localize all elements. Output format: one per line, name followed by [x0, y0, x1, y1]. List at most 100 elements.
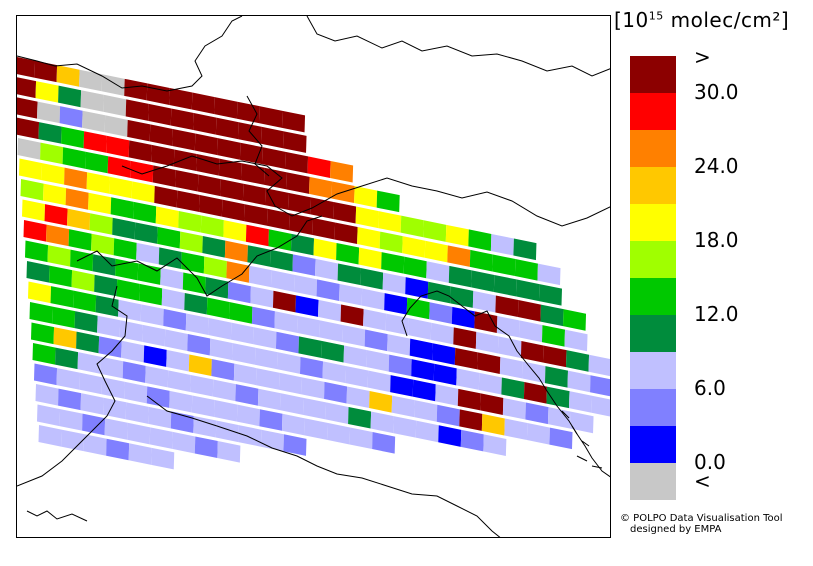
legend-tick-label: >: [694, 45, 711, 69]
swath-pixel: [348, 406, 372, 429]
swath-pixel: [85, 151, 109, 174]
swath-pixel: [191, 92, 215, 115]
legend-tick-label: 18.0: [694, 228, 739, 252]
swath-pixel: [567, 370, 591, 393]
swath-pixel: [360, 268, 384, 290]
swath-pixel: [161, 288, 185, 310]
swath-pixel: [113, 238, 137, 260]
swath-pixel: [543, 345, 567, 368]
swath-pixel: [472, 290, 496, 313]
swath-pixel: [238, 425, 262, 447]
legend-swatch: [630, 463, 676, 500]
swath-pixel: [480, 393, 504, 415]
swath-pixel: [460, 429, 484, 452]
swath-pixel: [409, 338, 433, 361]
swath-pixel: [89, 213, 113, 235]
swath-pixel: [266, 208, 290, 231]
swath-pixel: [334, 222, 358, 245]
swath-pixel: [290, 233, 315, 256]
swath-pixel: [175, 169, 199, 192]
swath-pixel: [35, 384, 59, 406]
swath-pixel: [163, 308, 187, 331]
swath-pixel: [94, 274, 118, 297]
swath-pixel: [364, 329, 388, 352]
swath-pixel: [100, 356, 124, 379]
swath-pixel: [408, 318, 432, 340]
swath-pixel: [333, 201, 357, 224]
swath-pixel: [447, 245, 471, 267]
swath-pixel: [451, 306, 475, 329]
swath-pixel: [400, 215, 424, 238]
swath-pixel: [238, 122, 262, 144]
swath-pixel: [363, 309, 387, 331]
swath-pixel: [382, 272, 406, 295]
swath-pixel: [281, 110, 306, 133]
swath-pixel: [92, 254, 116, 276]
swath-pixel: [546, 386, 570, 409]
swath-pixel: [236, 101, 260, 124]
swath-pixel: [259, 409, 283, 431]
swath-pixel: [98, 336, 122, 358]
swath-pixel: [501, 377, 525, 400]
swath-pixel: [167, 370, 191, 392]
swath-pixel: [182, 272, 206, 295]
swath-pixel: [33, 363, 58, 386]
swath-pixel: [445, 224, 469, 247]
swath-pixel: [80, 393, 104, 415]
swath-pixel: [391, 395, 415, 418]
swath-pixel: [77, 352, 101, 374]
swath-pixel: [125, 402, 149, 424]
swath-pixel: [37, 101, 61, 124]
swath-pixel: [370, 411, 394, 434]
swath-pixel: [256, 368, 280, 390]
swath-pixel: [47, 245, 71, 267]
swath-pixel: [43, 183, 67, 206]
swath-pixel: [286, 172, 310, 194]
legend-tick-label: 6.0: [694, 376, 726, 400]
swath-pixel: [217, 441, 241, 463]
swath-pixel: [402, 236, 426, 258]
swath-pixel: [107, 156, 131, 178]
legend-swatch: [630, 241, 676, 278]
border-line: [561, 410, 603, 469]
swath-pixel: [570, 411, 594, 434]
swath-pixel: [32, 343, 56, 365]
swath-pixel: [481, 413, 505, 436]
swath-pixel: [194, 133, 218, 156]
swath-pixel: [289, 213, 313, 235]
swath-pixel: [185, 313, 209, 336]
swath-pixel: [211, 359, 235, 381]
swath-pixel: [423, 220, 447, 242]
swath-pixel: [127, 119, 151, 142]
swath-pixel: [187, 333, 211, 356]
swath-pixel: [146, 83, 170, 105]
swath-pixel: [469, 249, 493, 272]
swath-pixel: [340, 304, 364, 327]
swath-pixel: [80, 90, 104, 112]
swath-pixel: [61, 126, 85, 149]
swath-pixel: [35, 81, 59, 103]
swath-pixel: [151, 144, 175, 167]
swath-pixel: [230, 322, 254, 345]
swath-pixel: [218, 158, 242, 181]
swath-pixel: [188, 354, 212, 377]
swath-pixel: [74, 311, 98, 333]
swath-pixel: [145, 365, 169, 388]
swath-pixel: [432, 343, 456, 365]
color-legend: [630, 56, 676, 500]
swath-pixel: [109, 176, 133, 199]
swath-pixel: [307, 156, 331, 178]
swath-pixel: [254, 347, 278, 370]
swath-pixel: [152, 165, 176, 187]
no2-column-map: [17, 16, 610, 537]
swath-pixel: [121, 340, 145, 363]
swath-pixel: [203, 256, 227, 279]
swath-pixel: [76, 331, 100, 354]
swath-pixel: [79, 69, 103, 92]
swath-pixel: [549, 427, 573, 450]
swath-pixel: [277, 352, 301, 374]
swath-pixel: [236, 404, 260, 427]
swath-pixel: [544, 366, 568, 388]
swath-pixel: [172, 128, 196, 151]
swath-pixel: [324, 381, 348, 404]
